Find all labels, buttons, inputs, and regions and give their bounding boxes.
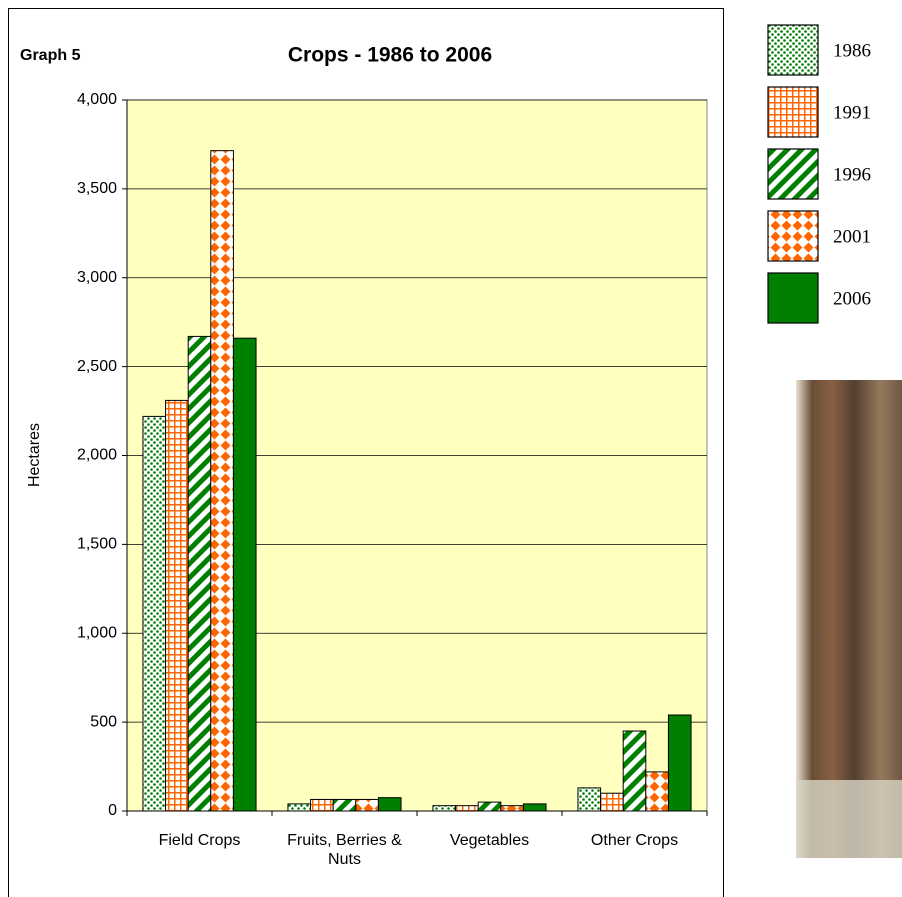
graph-label: Graph 5: [20, 47, 81, 64]
x-tick-label: Vegetables: [449, 832, 530, 849]
x-tick-label: Field Crops: [158, 832, 241, 849]
y-tick-label: 1,500: [77, 536, 117, 553]
y-tick-label: 3,500: [77, 180, 117, 197]
legend-swatch: [767, 24, 819, 76]
bar: [377, 797, 402, 812]
bar: [645, 771, 669, 812]
x-tick-label: Fruits, Berries & Nuts: [287, 832, 402, 868]
barn-photo-ground: [796, 780, 902, 858]
bar: [187, 335, 212, 812]
y-tick-label: 2,000: [77, 447, 117, 464]
legend-label: 1996: [833, 164, 871, 185]
legend-swatch: [767, 86, 819, 138]
y-tick-label: 2,500: [77, 358, 117, 375]
legend-swatch: [767, 148, 819, 200]
bar: [577, 787, 602, 812]
legend-label: 1986: [833, 40, 871, 61]
bar: [432, 805, 457, 812]
bar: [310, 798, 334, 812]
bar: [500, 805, 524, 812]
bar: [667, 714, 692, 812]
bar: [165, 399, 189, 812]
legend-swatch: [767, 210, 819, 262]
x-tick-label: Other Crops: [590, 832, 679, 849]
y-tick-label: 4,000: [77, 91, 117, 108]
y-tick-label: 1,000: [77, 624, 117, 641]
bar: [600, 792, 624, 812]
chart-title: Crops - 1986 to 2006: [288, 44, 492, 67]
y-tick-label: 3,000: [77, 269, 117, 286]
bar: [287, 803, 312, 812]
legend-label: 2006: [833, 288, 871, 309]
bar: [622, 730, 647, 812]
bar: [232, 337, 257, 812]
y-tick-label: 500: [90, 713, 117, 730]
legend-label: 2001: [833, 226, 871, 247]
bar: [477, 801, 502, 812]
bar: [210, 150, 234, 812]
chart-frame: [8, 8, 724, 897]
bar: [355, 798, 379, 812]
bar: [522, 803, 547, 812]
y-axis-label: Hectares: [26, 423, 43, 487]
y-tick-label: 0: [108, 802, 117, 819]
legend-label: 1991: [833, 102, 871, 123]
bar: [332, 798, 357, 812]
legend-swatch: [767, 272, 819, 324]
bar: [455, 805, 479, 812]
barn-photo: [796, 380, 902, 858]
bar: [142, 415, 167, 812]
